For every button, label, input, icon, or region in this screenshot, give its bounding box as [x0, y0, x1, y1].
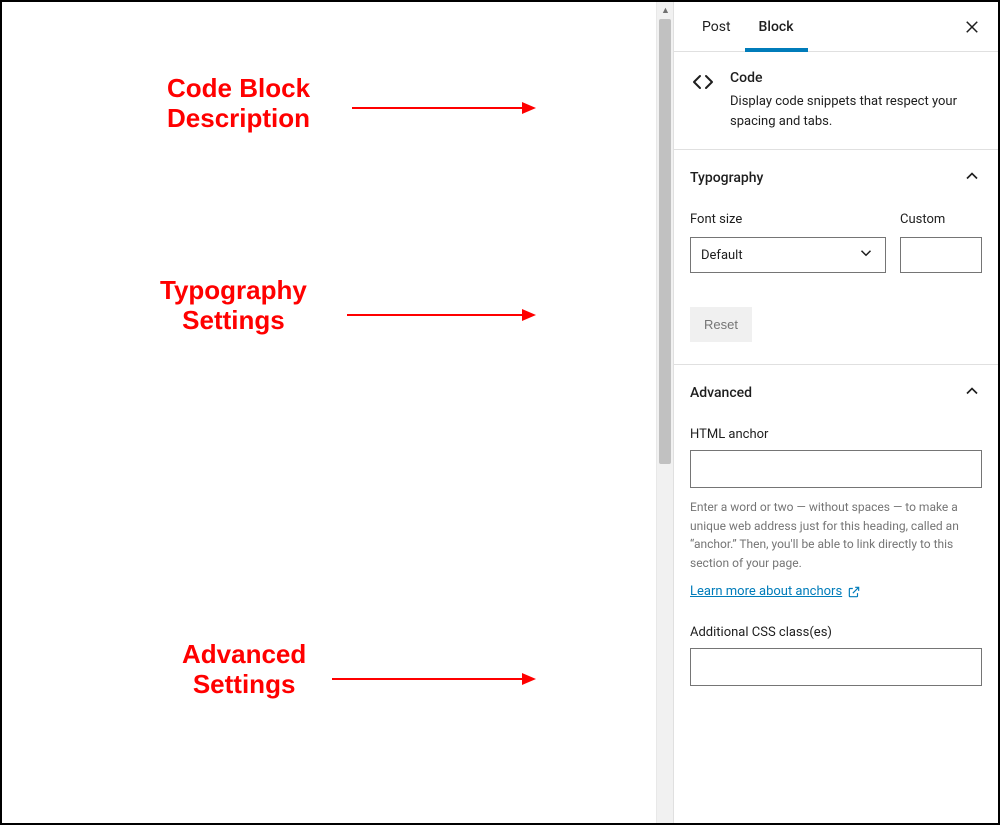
block-description-section: Code Display code snippets that respect … [674, 52, 998, 150]
code-block-icon [690, 70, 716, 131]
custom-size-input[interactable] [900, 237, 982, 273]
css-classes-label: Additional CSS class(es) [690, 625, 982, 640]
annotation-block-description: Code Block Description [167, 74, 310, 134]
chevron-down-icon [857, 244, 875, 266]
editor-scrollbar[interactable]: ▲ [656, 2, 673, 823]
block-title: Code [730, 70, 982, 86]
sidebar-scroll: Code Display code snippets that respect … [674, 52, 998, 823]
typography-panel-title: Typography [690, 170, 763, 186]
html-anchor-input[interactable] [690, 450, 982, 488]
tab-post[interactable]: Post [688, 2, 745, 51]
font-size-select[interactable]: Default [690, 237, 886, 273]
font-size-value: Default [701, 248, 743, 263]
learn-more-anchors-link[interactable]: Learn more about anchors [690, 584, 861, 599]
tab-block[interactable]: Block [745, 2, 808, 51]
html-anchor-label: HTML anchor [690, 427, 982, 442]
typography-panel: Typography Font size Default [674, 150, 998, 365]
typography-panel-toggle[interactable]: Typography [674, 150, 998, 206]
advanced-panel-toggle[interactable]: Advanced [674, 365, 998, 421]
content-area: Code Block Description Typography Settin… [2, 2, 656, 823]
close-icon [963, 18, 981, 36]
custom-size-label: Custom [900, 212, 982, 227]
block-description-text: Display code snippets that respect your … [730, 92, 982, 131]
css-classes-input[interactable] [690, 648, 982, 686]
sidebar-tabs: Post Block [674, 2, 998, 52]
settings-sidebar: Post Block Code Display code snippets th… [673, 2, 998, 823]
advanced-panel-title: Advanced [690, 385, 752, 401]
app-frame: Code Block Description Typography Settin… [0, 0, 1000, 825]
chevron-up-icon [962, 381, 982, 405]
advanced-panel: Advanced HTML anchor Enter a word or two… [674, 365, 998, 708]
scroll-thumb[interactable] [659, 19, 671, 464]
font-size-label: Font size [690, 212, 886, 227]
external-link-icon [847, 585, 861, 599]
scroll-up-arrow[interactable]: ▲ [657, 2, 674, 19]
chevron-up-icon [962, 166, 982, 190]
html-anchor-help: Enter a word or two — without spaces — t… [690, 498, 982, 572]
close-sidebar-button[interactable] [960, 15, 984, 39]
annotation-advanced: Advanced Settings [182, 640, 306, 700]
reset-button[interactable]: Reset [690, 307, 752, 342]
annotation-typography: Typography Settings [160, 276, 307, 336]
